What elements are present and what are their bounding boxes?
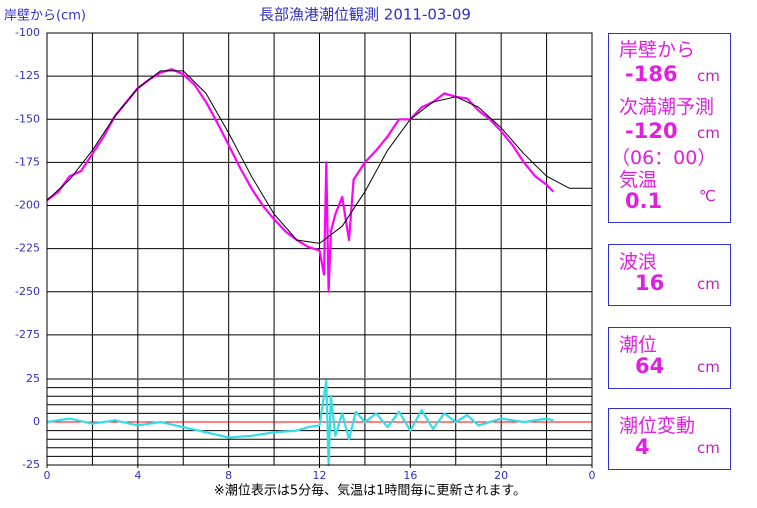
readout-unit: cm [697, 124, 720, 142]
y-tick-label: -100 [15, 26, 40, 39]
readout-value: 64 [635, 354, 665, 378]
x-tick-label: 20 [494, 469, 508, 482]
readout-label: 波浪 [619, 251, 658, 273]
readout-box: 波浪 16 cm [608, 244, 731, 306]
y-tick-label: -125 [15, 69, 40, 82]
y-tick-label: -250 [15, 285, 40, 298]
x-tick-label: 0 [589, 469, 596, 482]
readout-unit: cm [697, 358, 720, 376]
y-tick-label: 0 [33, 415, 40, 428]
data-line [46, 68, 555, 293]
y-axis-label: 岸壁から(cm) [4, 9, 86, 24]
readout-label: 潮位変動 [619, 415, 696, 437]
y-tick-label: -200 [15, 199, 40, 212]
readout-unit: cm [697, 67, 720, 85]
readout-value: -120 [625, 119, 678, 143]
y-tick-label: -175 [15, 155, 40, 168]
readout-label: 潮位 [619, 334, 658, 356]
readout-unit: cm [697, 275, 720, 293]
readout-label: 次満潮予測 [619, 96, 715, 118]
data-line [46, 70, 592, 244]
readout-unit: ℃ [699, 187, 716, 205]
y-tick-label: 25 [26, 372, 40, 385]
readout-value: 4 [635, 435, 650, 459]
footer-note: ※潮位表示は5分毎、気温は1時間毎に更新されます。 [214, 483, 526, 499]
readout-note: （06：00） [611, 147, 717, 169]
x-tick-label: 12 [313, 469, 327, 482]
x-tick-label: 0 [44, 469, 51, 482]
x-tick-label: 4 [134, 469, 141, 482]
y-tick-label: -225 [15, 242, 40, 255]
readout-box: 潮位変動 4 cm [608, 408, 731, 470]
readout-unit: cm [697, 439, 720, 457]
x-tick-label: 8 [225, 469, 232, 482]
readout-box: 岸壁から -186 cm 次満潮予測 -120 cm （06：00） 気温 0.… [608, 33, 731, 223]
readout-value: 16 [635, 271, 665, 295]
chart-title: 長部漁港潮位観測 2011-03-09 [259, 6, 471, 24]
y-tick-label: -275 [15, 328, 40, 341]
readout-value: -186 [625, 62, 678, 86]
x-tick-label: 16 [403, 469, 417, 482]
data-line [46, 379, 554, 467]
readout-label: 岸壁から [619, 39, 696, 61]
y-tick-label: -150 [15, 112, 40, 125]
plot-frame [46, 32, 593, 466]
readout-label: 気温 [619, 169, 658, 191]
readout-box: 潮位 64 cm [608, 327, 731, 389]
y-tick-label: -25 [22, 458, 40, 471]
readout-value: 0.1 [625, 189, 663, 213]
